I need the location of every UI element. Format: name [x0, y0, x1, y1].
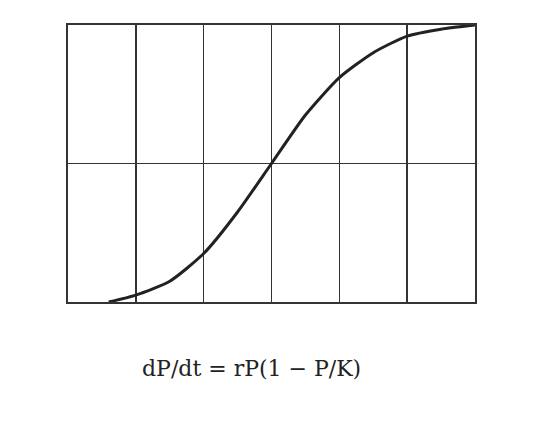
svg-text:dP/dt = rP(1 − P/K): dP/dt = rP(1 − P/K): [142, 356, 361, 381]
